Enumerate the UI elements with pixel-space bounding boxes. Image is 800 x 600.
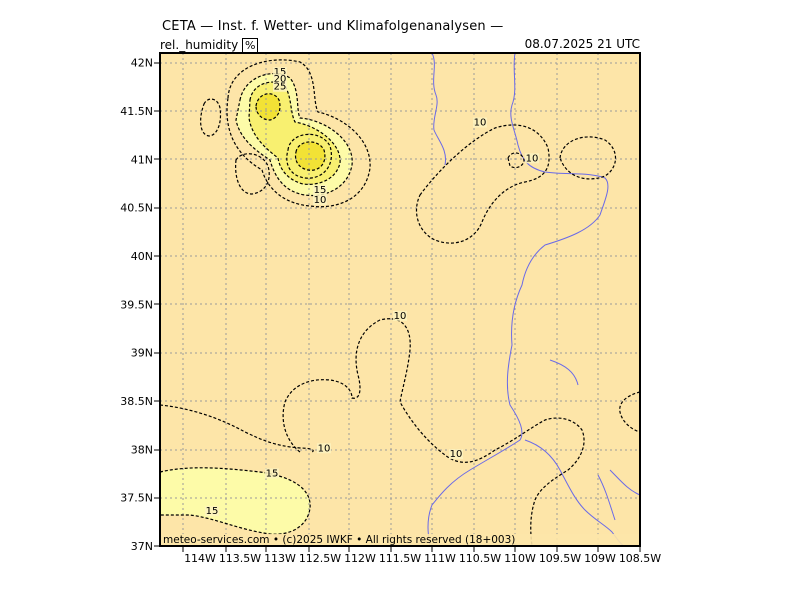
- contour-label-bg: [273, 74, 287, 84]
- humidity-area-25-north: [256, 93, 280, 120]
- humidity-contours: [160, 59, 640, 546]
- contour-label-bg: [525, 153, 539, 164]
- lon-tick-label: 110.5W: [459, 552, 501, 565]
- lat-tick-label: 41N: [131, 153, 153, 166]
- contour-label-bg: [473, 117, 487, 128]
- lat-tick-label: 41.5N: [120, 105, 153, 118]
- variable-label: rel._humidity %: [160, 38, 259, 53]
- longitude-labels: 114W 113.5W 113W 112.5W 112W 111.5W 111W 110.5W…: [184, 552, 661, 565]
- contour-label: 10: [450, 449, 463, 460]
- contour-label: 15: [274, 67, 287, 78]
- copyright-strip: [160, 534, 640, 546]
- contour-label-bg: [313, 194, 327, 205]
- contour-label: 10: [526, 153, 539, 164]
- contour-label: 25: [274, 82, 287, 93]
- contour-label-bg: [265, 468, 279, 479]
- contour-label: 15: [266, 468, 279, 479]
- lon-tick-label: 108.5W: [619, 552, 661, 565]
- lat-tick-label: 42N: [131, 57, 153, 70]
- contour-label: 10: [474, 118, 487, 129]
- lat-tick-label: 40.5N: [120, 202, 153, 215]
- valid-time: 08.07.2025 21 UTC: [524, 37, 640, 51]
- contour-label-bg: [317, 443, 331, 454]
- contour-label: 10: [318, 443, 331, 454]
- humidity-area-15-southwest: [160, 467, 311, 535]
- rivers-and-borders: [427, 53, 640, 546]
- contour-label-bg: [205, 506, 219, 517]
- contour-label: 10: [394, 311, 407, 322]
- contour-label: 20: [274, 74, 287, 85]
- copyright-text: meteo-services.com • (c)2025 IWKF • All …: [163, 534, 515, 546]
- lat-tick-label: 39.5N: [120, 298, 153, 311]
- contour-label-bg: [273, 67, 287, 78]
- map-background: [160, 53, 640, 546]
- chart-header-title: CETA — Inst. f. Wetter- und Klimafolgena…: [162, 19, 504, 34]
- lat-tick-label: 38N: [131, 443, 153, 456]
- lon-tick-label: 110W: [504, 552, 536, 565]
- variable-name: rel._humidity: [160, 38, 239, 52]
- lon-tick-label: 109W: [584, 552, 616, 565]
- map-frame: [159, 52, 641, 547]
- axis-tick-marks: [154, 62, 641, 552]
- lon-tick-label: 112W: [344, 552, 376, 565]
- map-grid: [160, 53, 640, 546]
- contour-label-bg: [449, 449, 463, 460]
- lat-tick-label: 39N: [131, 347, 153, 360]
- lon-tick-label: 113W: [264, 552, 296, 565]
- humidity-area-25-center: [295, 141, 325, 171]
- lon-tick-label: 114W: [184, 552, 216, 565]
- lon-tick-label: 109.5W: [539, 552, 581, 565]
- lat-tick-label: 37N: [131, 540, 153, 553]
- lon-tick-label: 111.5W: [379, 552, 421, 565]
- latitude-labels: 42N 41.5N 41N 40.5N 40N 39.5N 39N 38.5N 38N 37.5N…: [120, 57, 153, 553]
- lat-tick-label: 38.5N: [120, 395, 153, 408]
- lon-tick-label: 111W: [424, 552, 456, 565]
- contour-label: 15: [206, 506, 219, 517]
- lon-tick-label: 113.5W: [219, 552, 261, 565]
- variable-unit: %: [242, 38, 259, 53]
- contour-label-bg: [393, 310, 407, 321]
- contour-label: 10: [314, 195, 327, 206]
- lat-tick-label: 40N: [131, 250, 153, 263]
- contour-label-bg: [313, 185, 327, 196]
- contour-label: 15: [314, 185, 327, 196]
- contour-label-bg: [273, 81, 287, 92]
- lon-tick-label: 112.5W: [299, 552, 341, 565]
- lat-tick-label: 37.5N: [120, 492, 153, 505]
